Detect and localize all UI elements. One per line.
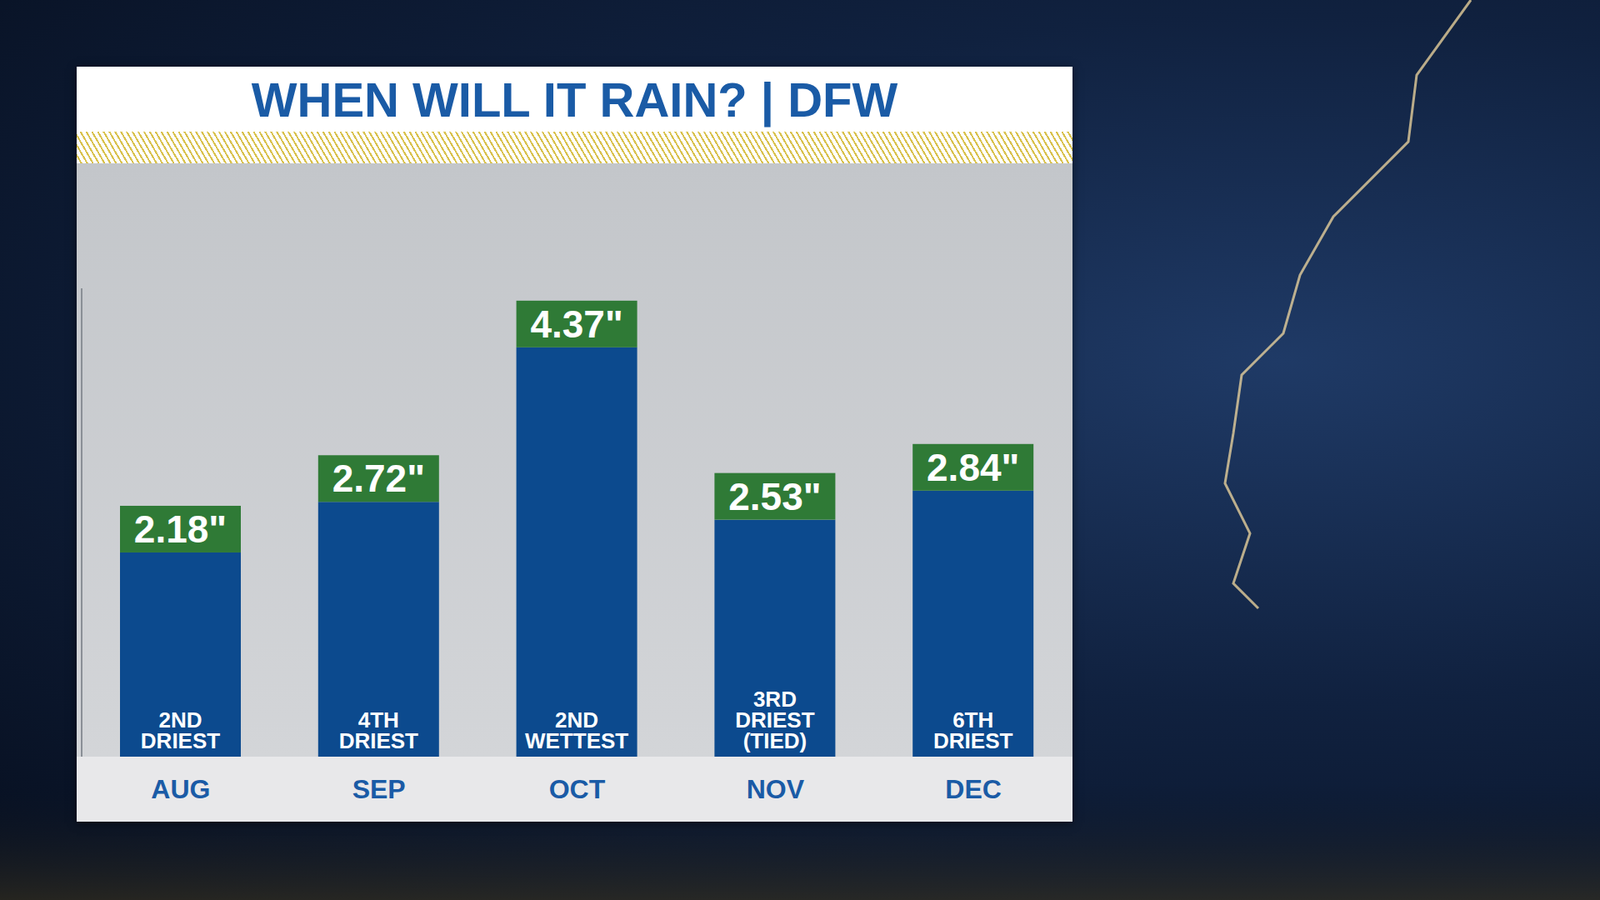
svg-text:2.18": 2.18" (134, 507, 227, 551)
svg-text:2NDWETTEST: 2NDWETTEST (525, 707, 629, 754)
svg-text:4THDRIEST: 4THDRIEST (339, 707, 419, 754)
svg-text:SEP: SEP (352, 774, 406, 805)
svg-text:NOV: NOV (746, 774, 805, 805)
svg-text:AUG: AUG (150, 774, 210, 805)
html-text:WHEN WILL IT RAIN? | DFW: WHEN WILL IT RAIN? | DFW (251, 72, 898, 127)
svg-text:3RDDRIEST(TIED): 3RDDRIEST(TIED) (735, 686, 815, 754)
svg-text:2NDDRIEST: 2NDDRIEST (140, 707, 220, 754)
svg-text:2.53": 2.53" (728, 475, 821, 519)
svg-text:DEC: DEC (945, 774, 1002, 805)
svg-text:2.84": 2.84" (926, 445, 1020, 490)
svg-text:6THDRIEST: 6THDRIEST (933, 707, 1013, 754)
svg-text:4.37": 4.37" (530, 302, 623, 346)
svg-text:2.72": 2.72" (332, 456, 425, 500)
svg-text:OCT: OCT (549, 774, 606, 805)
